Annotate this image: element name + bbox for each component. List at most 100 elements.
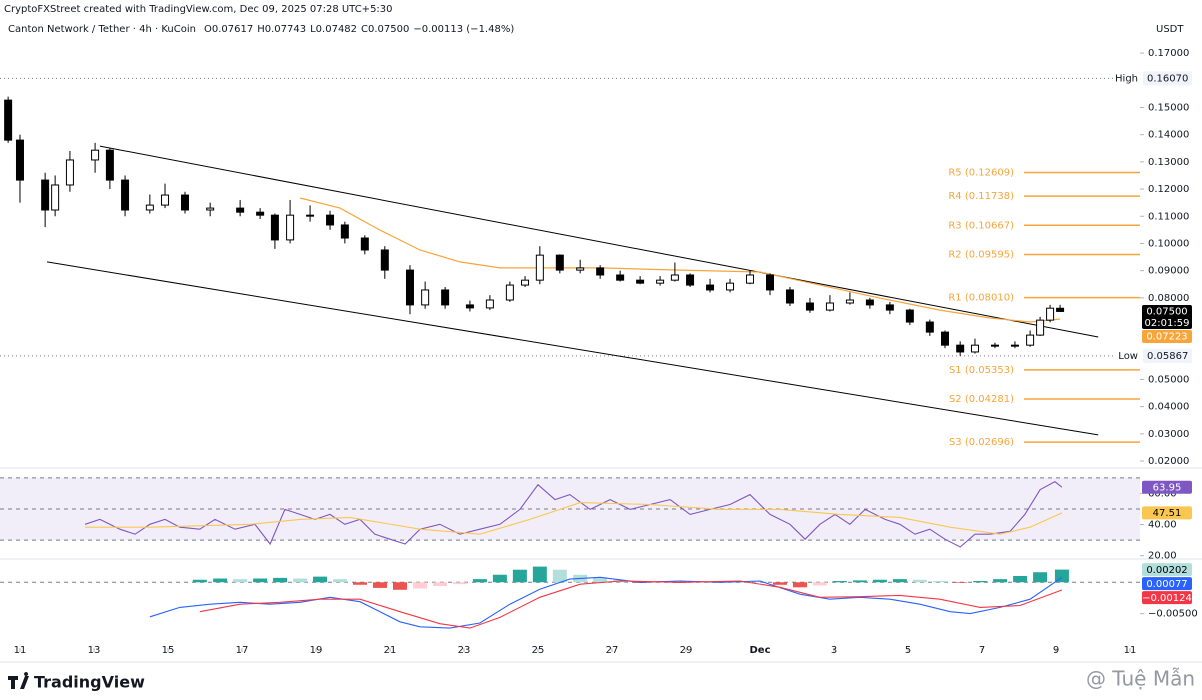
candle-body: [765, 274, 774, 291]
candle-body: [905, 309, 914, 323]
y-tick-label: 0.05000: [1148, 374, 1189, 385]
pivot-label: S2 (0.04281): [949, 394, 1014, 405]
macd-histogram-bar: [353, 582, 368, 585]
y-tick-label: 0.10000: [1148, 238, 1189, 249]
rsi-line: [85, 502, 1063, 535]
candle-body: [865, 299, 874, 306]
candle-body: [970, 344, 979, 353]
rsi-tag-box: [1142, 480, 1192, 494]
macd-histogram-bar: [452, 582, 467, 585]
extreme-value-box: [1143, 348, 1192, 363]
ohlc-value: 0.07743: [265, 24, 306, 35]
candle-body: [485, 299, 494, 309]
pivot-label: R1 (0.08010): [948, 293, 1014, 304]
x-tick-label: Dec: [749, 645, 770, 656]
y-tick-label: 0.15000: [1148, 102, 1189, 113]
rsi-tag: 47.51: [1153, 508, 1182, 519]
currency: USDT: [1156, 24, 1184, 35]
macd-tag: −0.00124: [1142, 593, 1192, 604]
candle-body: [206, 207, 215, 211]
candle-body: [65, 159, 74, 186]
candle-body: [636, 279, 645, 284]
ohlc-value: 0.07500: [368, 24, 409, 35]
y-tick-label: 0.17000: [1148, 48, 1189, 59]
logo: TradingView: [8, 672, 145, 692]
x-tick-label: 13: [88, 645, 101, 656]
macd-hist-tag: 0.00202: [1146, 565, 1187, 576]
macd-histogram-bar: [293, 578, 308, 583]
y-tick-label: 60.00: [1148, 488, 1177, 499]
candle-body: [340, 224, 349, 239]
candle-body: [15, 139, 24, 181]
price-tag: 0.07223: [1146, 332, 1187, 343]
change: −0.00113 (−1.48%): [413, 24, 514, 35]
candle-body: [1036, 319, 1045, 336]
y-tick-label: 0.11000: [1148, 211, 1189, 222]
moving-average: [299, 197, 1061, 323]
candle-body: [380, 249, 389, 271]
candle-body: [686, 274, 695, 286]
rsi-tag: 63.95: [1153, 483, 1182, 494]
y-tick-label: 0.12000: [1148, 184, 1189, 195]
pivot-label: S3 (0.02696): [949, 437, 1014, 448]
x-tick-label: 9: [1053, 645, 1059, 656]
candle-body: [121, 179, 130, 211]
macd-histogram-bar: [213, 578, 228, 583]
macd-histogram-bar: [412, 582, 427, 589]
candle-body: [1056, 307, 1065, 312]
extreme-value-box: [1143, 71, 1192, 86]
price-tag-countdown: 02:01:59: [1145, 318, 1190, 329]
macd-histogram-bar: [552, 569, 567, 583]
x-tick-label: 27: [606, 645, 619, 656]
macd-histogram-bar: [512, 569, 527, 583]
candle-body: [885, 304, 894, 311]
candle-body: [256, 211, 265, 216]
pivot-label: R2 (0.09595): [948, 249, 1014, 260]
extreme-label: Low: [1118, 351, 1138, 362]
extreme-value: 0.05867: [1147, 351, 1188, 362]
y-tick-label: 40.00: [1148, 520, 1177, 531]
y-tick-label: 0.04000: [1148, 402, 1189, 413]
candle-body: [360, 237, 369, 251]
candle-body: [990, 344, 999, 347]
price-tag-box: [1142, 329, 1192, 343]
x-tick-label: 25: [532, 645, 545, 656]
macd-histogram-bar: [872, 579, 887, 583]
candle-body: [1046, 307, 1055, 321]
extreme-label: High: [1115, 73, 1138, 84]
candle-body: [925, 321, 934, 333]
macd-tag-box: [1142, 591, 1192, 605]
candle-body: [706, 284, 715, 291]
candle-body: [465, 304, 474, 309]
extreme-value: 0.16070: [1147, 73, 1188, 84]
candle-body: [505, 284, 514, 301]
candle-body: [576, 267, 585, 271]
pivot-label: R5 (0.12609): [948, 167, 1014, 178]
candle-body: [746, 274, 755, 284]
macd-histogram-bar: [313, 576, 328, 583]
x-tick-label: 15: [162, 645, 175, 656]
candle-body: [1026, 334, 1035, 346]
candle-body: [405, 269, 414, 306]
credit: CryptoFXStreet created with TradingView.…: [4, 4, 393, 15]
candle-body: [91, 149, 100, 161]
channel-line: [46, 261, 1099, 436]
pivot-label: R3 (0.10667): [948, 220, 1014, 231]
price-tag: 0.07500: [1146, 307, 1187, 318]
x-tick-label: 11: [1124, 645, 1137, 656]
candle-body: [726, 282, 735, 291]
candle-body: [825, 302, 834, 311]
macd-histogram-bar: [953, 582, 968, 583]
macd-histogram-bar: [333, 579, 348, 583]
candle-body: [521, 279, 530, 286]
y-tick-label: 0.02000: [1148, 456, 1189, 467]
macd-histogram-bar: [1033, 572, 1048, 583]
macd-histogram-bar: [373, 582, 387, 588]
extreme-label-box: [1116, 71, 1142, 86]
macd-histogram-bar: [993, 579, 1008, 583]
ohlc-value: 0.07482: [316, 24, 357, 35]
candle-body: [670, 274, 679, 281]
macd-histogram-bar: [492, 574, 507, 583]
